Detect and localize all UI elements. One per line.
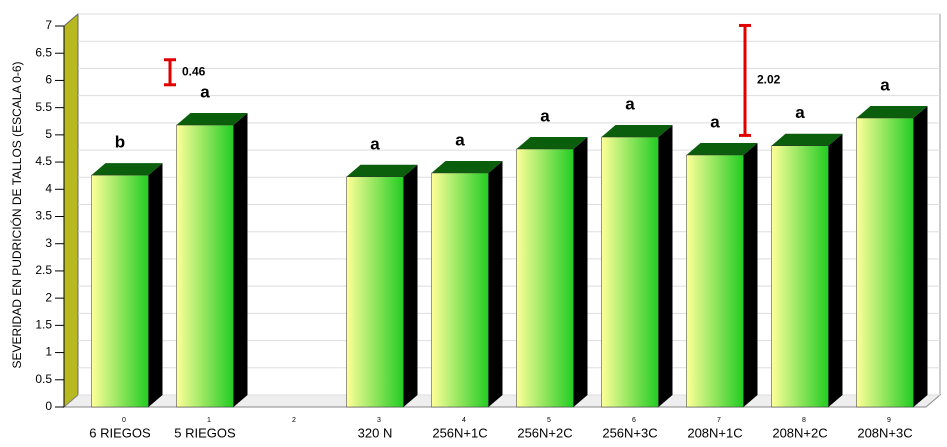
- index-label: 8: [802, 417, 806, 424]
- y-tick-label: 7: [45, 18, 52, 32]
- bar-side: [658, 125, 673, 407]
- y-tick-label: 6: [45, 73, 52, 87]
- bar-top: [91, 163, 163, 176]
- bar-side: [743, 142, 758, 407]
- annotation: a: [455, 130, 465, 149]
- x-tick-label: 256N+1C: [432, 425, 487, 440]
- x-tick-label: 256N+3C: [602, 425, 657, 440]
- bar-top: [516, 137, 588, 150]
- bar-top: [771, 133, 843, 146]
- index-label: 5: [547, 417, 551, 424]
- bar-top: [856, 105, 928, 118]
- y-tick-label: 4.5: [35, 154, 52, 168]
- index-label: 4: [462, 417, 466, 424]
- index-label: 0: [122, 417, 126, 424]
- index-label: 6: [632, 417, 636, 424]
- side-wall: [63, 12, 79, 409]
- x-tick-label: 208N+3C: [857, 425, 912, 440]
- y-tick-label: 1: [45, 345, 52, 359]
- bar: [771, 145, 829, 408]
- annotation: a: [625, 95, 635, 114]
- bar: [686, 154, 744, 408]
- bar: [346, 176, 404, 408]
- bar: [601, 136, 659, 408]
- x-tick-label: 208N+2C: [772, 425, 827, 440]
- bar: [431, 172, 489, 408]
- bar-side: [148, 163, 163, 407]
- y-tick-label: 6.5: [35, 45, 52, 59]
- y-tick-label: 0.5: [35, 372, 52, 386]
- index-label: 7: [717, 417, 721, 424]
- index-label: 3: [377, 417, 381, 424]
- x-tick-label: 256N+2C: [517, 425, 572, 440]
- index-label: 9: [887, 417, 891, 424]
- y-tick-label: 0: [45, 399, 52, 413]
- bar-top: [601, 125, 673, 138]
- y-tick-label: 4: [45, 181, 52, 195]
- bar-side: [828, 133, 843, 407]
- y-tick-label: 5.5: [35, 100, 52, 114]
- annotation: b: [115, 133, 125, 152]
- annotation: a: [880, 75, 890, 94]
- annotation: a: [540, 106, 550, 125]
- error-label: 2.02: [757, 73, 781, 87]
- y-tick-label: 3.5: [35, 209, 52, 223]
- bar: [516, 148, 574, 408]
- bar-top: [346, 164, 418, 177]
- bar: [176, 124, 234, 408]
- annotation: a: [370, 134, 380, 153]
- annotation: a: [710, 112, 720, 131]
- annotation: a: [200, 83, 210, 102]
- x-tick-label: 5 RIEGOS: [174, 425, 236, 440]
- y-tick-label: 1.5: [35, 318, 52, 332]
- y-tick-label: 2.5: [35, 263, 52, 277]
- bar: [856, 117, 914, 408]
- y-tick-label: 2: [45, 290, 52, 304]
- bar-top: [686, 142, 758, 155]
- index-label: 2: [292, 417, 296, 424]
- bar-top: [431, 160, 503, 173]
- bar-side: [403, 164, 418, 407]
- annotation: a: [795, 103, 805, 122]
- bar-side: [488, 160, 503, 407]
- y-axis-label: SEVERIDAD EN PUDRICIÓN DE TALLOS (ESCALA…: [9, 62, 24, 369]
- bar: [91, 174, 149, 408]
- index-label: 1: [207, 417, 211, 424]
- bar-side: [573, 137, 588, 407]
- y-tick-label: 3: [45, 236, 52, 250]
- y-tick-label: 5: [45, 127, 52, 141]
- x-tick-label: 208N+1C: [687, 425, 742, 440]
- x-tick-label: 6 RIEGOS: [89, 425, 151, 440]
- error-label: 0.46: [182, 64, 206, 78]
- bar-side: [233, 113, 248, 407]
- x-tick-label: 320 N: [358, 425, 393, 440]
- bar-top: [176, 113, 248, 126]
- bar-side: [913, 105, 928, 407]
